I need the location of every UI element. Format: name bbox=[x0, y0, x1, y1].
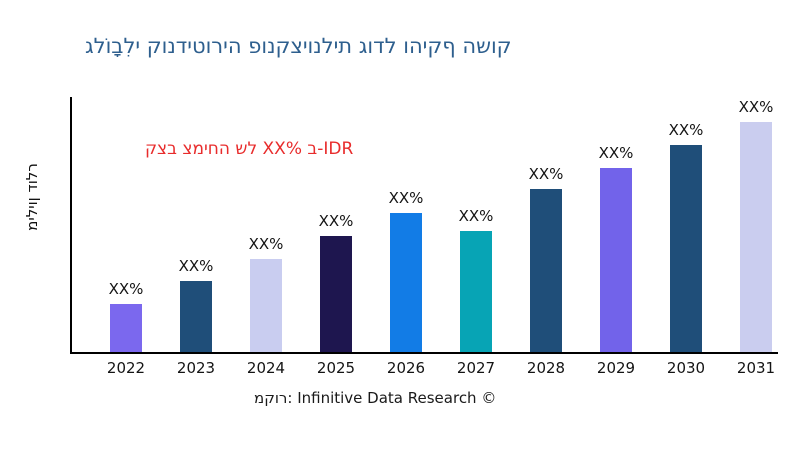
bar-2029 bbox=[600, 168, 632, 352]
x-tick-label-2022: 2022 bbox=[106, 359, 146, 377]
bar-2031 bbox=[740, 122, 772, 352]
x-tick-label-2028: 2028 bbox=[526, 359, 566, 377]
x-tick-label-2026: 2026 bbox=[386, 359, 426, 377]
bar-value-label-2030: XX% bbox=[668, 121, 704, 139]
bar-value-label-2023: XX% bbox=[178, 257, 214, 275]
bar-2027 bbox=[460, 231, 492, 352]
bar-value-label-2024: XX% bbox=[248, 235, 284, 253]
bar-2028 bbox=[530, 189, 562, 352]
x-tick-label-2023: 2023 bbox=[176, 359, 216, 377]
bar-value-label-2028: XX% bbox=[528, 165, 564, 183]
source-attribution: מקור: Infinitive Data Research © bbox=[254, 389, 497, 407]
growth-rate-annotation: קצב צמיחה של XX% ב-IDR bbox=[145, 139, 354, 159]
bar-2026 bbox=[390, 213, 422, 352]
bar-2023 bbox=[180, 281, 212, 352]
x-tick-label-2031: 2031 bbox=[736, 359, 776, 377]
chart-title: גלוֹבָלִי קונדיטוריה פונקציונלית גודל וה… bbox=[85, 34, 512, 58]
bar-value-label-2022: XX% bbox=[108, 280, 144, 298]
x-tick-label-2030: 2030 bbox=[666, 359, 706, 377]
bar-value-label-2026: XX% bbox=[388, 189, 424, 207]
x-tick-label-2025: 2025 bbox=[316, 359, 356, 377]
bar-value-label-2029: XX% bbox=[598, 144, 634, 162]
x-tick-label-2024: 2024 bbox=[246, 359, 286, 377]
bar-value-label-2025: XX% bbox=[318, 212, 354, 230]
bar-2025 bbox=[320, 236, 352, 352]
y-axis-label: מיליון דולר bbox=[23, 163, 41, 231]
plot-area: XX% 2022 XX% 2023 XX% 2024 XX% 2025 XX% 2026 XX% 20… bbox=[70, 97, 778, 377]
bar-value-label-2027: XX% bbox=[458, 207, 494, 225]
bar-2024 bbox=[250, 259, 282, 352]
x-tick-label-2029: 2029 bbox=[596, 359, 636, 377]
x-tick-label-2027: 2027 bbox=[456, 359, 496, 377]
bar-2022 bbox=[110, 304, 142, 352]
bar-2030 bbox=[670, 145, 702, 352]
bar-value-label-2031: XX% bbox=[738, 98, 774, 116]
